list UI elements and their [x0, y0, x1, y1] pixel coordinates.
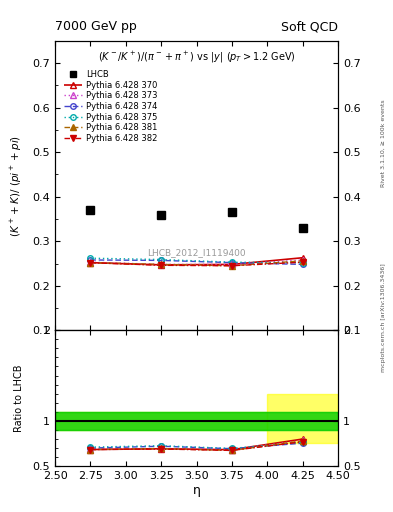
Pythia 6.428 382: [88, 260, 93, 266]
Text: 7000 GeV pp: 7000 GeV pp: [55, 20, 137, 33]
Pythia 6.428 373: [88, 259, 93, 265]
Pythia 6.428 374: [88, 257, 93, 263]
Bar: [55, 412, 338, 430]
Legend: LHCB, Pythia 6.428 370, Pythia 6.428 373, Pythia 6.428 374, Pythia 6.428 375, Py: LHCB, Pythia 6.428 370, Pythia 6.428 373…: [62, 68, 159, 144]
Line: Pythia 6.428 370: Pythia 6.428 370: [88, 255, 305, 268]
LHCB: [88, 207, 93, 213]
Line: LHCB: LHCB: [86, 206, 307, 232]
Pythia 6.428 381: [88, 260, 93, 266]
Text: Rivet 3.1.10, ≥ 100k events: Rivet 3.1.10, ≥ 100k events: [381, 99, 386, 187]
X-axis label: η: η: [193, 483, 200, 497]
Line: Pythia 6.428 375: Pythia 6.428 375: [88, 255, 305, 265]
Pythia 6.428 381: [159, 261, 163, 267]
Line: Pythia 6.428 382: Pythia 6.428 382: [88, 260, 305, 268]
Pythia 6.428 374: [230, 260, 234, 266]
Pythia 6.428 375: [88, 255, 93, 261]
Pythia 6.428 373: [159, 261, 163, 267]
Text: mcplots.cern.ch [arXiv:1306.3436]: mcplots.cern.ch [arXiv:1306.3436]: [381, 263, 386, 372]
Text: $(K^-/K^+)/(\pi^-+\pi^+)$ vs $|y|$ $(p_T > 1.2$ GeV$)$: $(K^-/K^+)/(\pi^-+\pi^+)$ vs $|y|$ $(p_T…: [97, 50, 296, 65]
Pythia 6.428 370: [88, 260, 93, 266]
LHCB: [159, 212, 163, 219]
Line: Pythia 6.428 381: Pythia 6.428 381: [88, 258, 305, 268]
Pythia 6.428 370: [300, 254, 305, 261]
Pythia 6.428 375: [300, 260, 305, 266]
Pythia 6.428 375: [159, 257, 163, 263]
Text: LHCB_2012_I1119400: LHCB_2012_I1119400: [147, 248, 246, 257]
Pythia 6.428 381: [300, 258, 305, 264]
Pythia 6.428 374: [159, 258, 163, 264]
Y-axis label: Ratio to LHCB: Ratio to LHCB: [14, 365, 24, 432]
LHCB: [230, 209, 234, 216]
Line: Pythia 6.428 373: Pythia 6.428 373: [88, 257, 305, 267]
Pythia 6.428 370: [159, 262, 163, 268]
Bar: [267, 394, 338, 443]
Pythia 6.428 382: [230, 263, 234, 269]
Bar: [55, 412, 338, 430]
Pythia 6.428 374: [300, 261, 305, 267]
Bar: [55, 412, 338, 430]
Y-axis label: $(K^+ + K)$/ $(pi^+ + pi)$: $(K^+ + K)$/ $(pi^+ + pi)$: [9, 135, 24, 237]
Pythia 6.428 382: [300, 259, 305, 265]
Pythia 6.428 373: [300, 257, 305, 263]
Pythia 6.428 382: [159, 262, 163, 268]
Pythia 6.428 381: [230, 263, 234, 269]
Pythia 6.428 370: [230, 261, 234, 267]
LHCB: [300, 225, 305, 231]
Pythia 6.428 373: [230, 261, 234, 267]
Text: Soft QCD: Soft QCD: [281, 20, 338, 33]
Line: Pythia 6.428 374: Pythia 6.428 374: [88, 257, 305, 267]
Bar: [55, 412, 267, 430]
Pythia 6.428 375: [230, 259, 234, 265]
